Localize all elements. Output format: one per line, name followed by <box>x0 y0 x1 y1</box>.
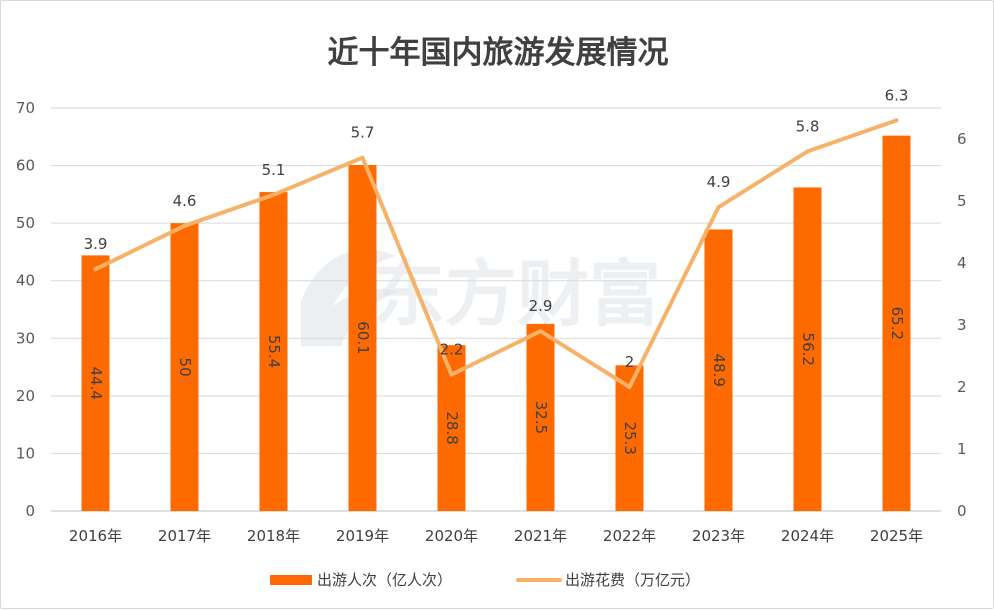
line-value-labels: 3.9 4.6 5.1 5.7 2.2 2.9 2 4.9 5.8 6.3 <box>84 86 909 371</box>
line-point <box>805 149 810 154</box>
line-point <box>360 155 365 160</box>
left-axis-tick-label: 0 <box>25 502 35 520</box>
line-point <box>271 192 276 197</box>
line-value-label: 2.2 <box>440 341 464 359</box>
line-value-label: 5.1 <box>262 161 286 179</box>
x-axis-tick-label: 2018年 <box>247 527 300 545</box>
gridlines <box>51 107 941 512</box>
line-path <box>93 118 899 389</box>
line-value-label: 6.3 <box>885 86 909 104</box>
line-point <box>538 329 543 334</box>
bar-value-label: 48.9 <box>710 354 728 387</box>
line-value-label: 3.9 <box>84 235 108 253</box>
right-axis-tick-label: 2 <box>957 378 967 396</box>
line-point <box>627 385 632 389</box>
bar-series <box>81 135 911 512</box>
line-point <box>93 267 98 272</box>
left-axis-tick-label: 50 <box>16 214 35 232</box>
line-value-label: 5.8 <box>796 117 820 135</box>
right-axis-tick-label: 6 <box>957 130 967 148</box>
bar-value-label: 56.2 <box>799 333 817 366</box>
line-value-label: 5.7 <box>351 124 375 142</box>
bar-value-label: 65.2 <box>888 307 906 340</box>
x-axis: 2016年 2017年 2018年 2019年 2020年 2021年 2022年 2023年… <box>69 527 923 545</box>
left-axis-tick-label: 10 <box>16 444 35 462</box>
bar <box>526 323 555 511</box>
right-axis-tick-label: 5 <box>957 192 967 210</box>
line-value-label: 4.9 <box>707 173 731 191</box>
bar <box>259 192 288 511</box>
left-axis-tick-label: 60 <box>16 157 35 175</box>
left-axis-tick-label: 20 <box>16 387 35 405</box>
legend-label-bar: 出游人次（亿人次） <box>317 571 452 589</box>
bar-value-label: 50 <box>176 358 194 377</box>
chart-title: 近十年国内旅游发展情况 <box>328 35 669 71</box>
bar <box>882 135 911 512</box>
x-axis-tick-label: 2021年 <box>514 527 567 545</box>
bar <box>615 365 644 511</box>
x-axis-tick-label: 2023年 <box>692 527 745 545</box>
watermark: 东方财富 <box>301 249 661 346</box>
line-series <box>93 118 899 389</box>
bar-value-label: 55.4 <box>265 335 283 368</box>
line-value-label: 4.6 <box>173 192 197 210</box>
bar <box>704 229 733 511</box>
left-axis-tick-label: 70 <box>16 99 35 117</box>
line-point <box>716 205 721 210</box>
left-axis-tick-label: 30 <box>16 329 35 347</box>
line-point <box>449 372 454 377</box>
x-axis-tick-label: 2024年 <box>781 527 834 545</box>
bar <box>81 255 110 511</box>
bar <box>793 187 822 511</box>
legend: 出游人次（亿人次） 出游花费（万亿元） <box>270 571 700 589</box>
x-axis-tick-label: 2022年 <box>603 527 656 545</box>
bar <box>170 223 199 511</box>
bar-value-label: 60.1 <box>354 321 372 354</box>
bar-value-labels: 44.4 50 55.4 60.1 28.8 32.5 25.3 48.9 56.2 65.2 <box>87 307 906 455</box>
right-y-axis: 0 1 2 3 4 5 6 <box>957 130 967 520</box>
x-axis-tick-label: 2020年 <box>425 527 478 545</box>
line-value-label: 2.9 <box>529 297 553 315</box>
x-axis-tick-label: 2016年 <box>69 527 122 545</box>
legend-swatch-bar <box>270 575 312 585</box>
right-axis-tick-label: 1 <box>957 440 967 458</box>
left-y-axis: 0 10 20 30 40 50 60 70 <box>16 99 35 520</box>
bar-value-label: 28.8 <box>443 411 461 444</box>
bar <box>348 164 377 511</box>
x-axis-tick-label: 2019年 <box>336 527 389 545</box>
bar-value-label: 44.4 <box>87 366 105 399</box>
legend-label-line: 出游花费（万亿元） <box>565 571 700 589</box>
line-point <box>894 118 899 123</box>
left-axis-tick-label: 40 <box>16 272 35 290</box>
line-value-label: 2 <box>625 353 635 371</box>
right-axis-tick-label: 4 <box>957 254 967 272</box>
bar-value-label: 32.5 <box>532 401 550 434</box>
x-axis-tick-label: 2025年 <box>870 527 923 545</box>
watermark-text: 东方财富 <box>373 252 661 336</box>
right-axis-tick-label: 0 <box>957 502 967 520</box>
line-point <box>182 223 187 228</box>
bar-value-label: 25.3 <box>621 421 639 454</box>
x-axis-tick-label: 2017年 <box>158 527 211 545</box>
right-axis-tick-label: 3 <box>957 316 967 334</box>
